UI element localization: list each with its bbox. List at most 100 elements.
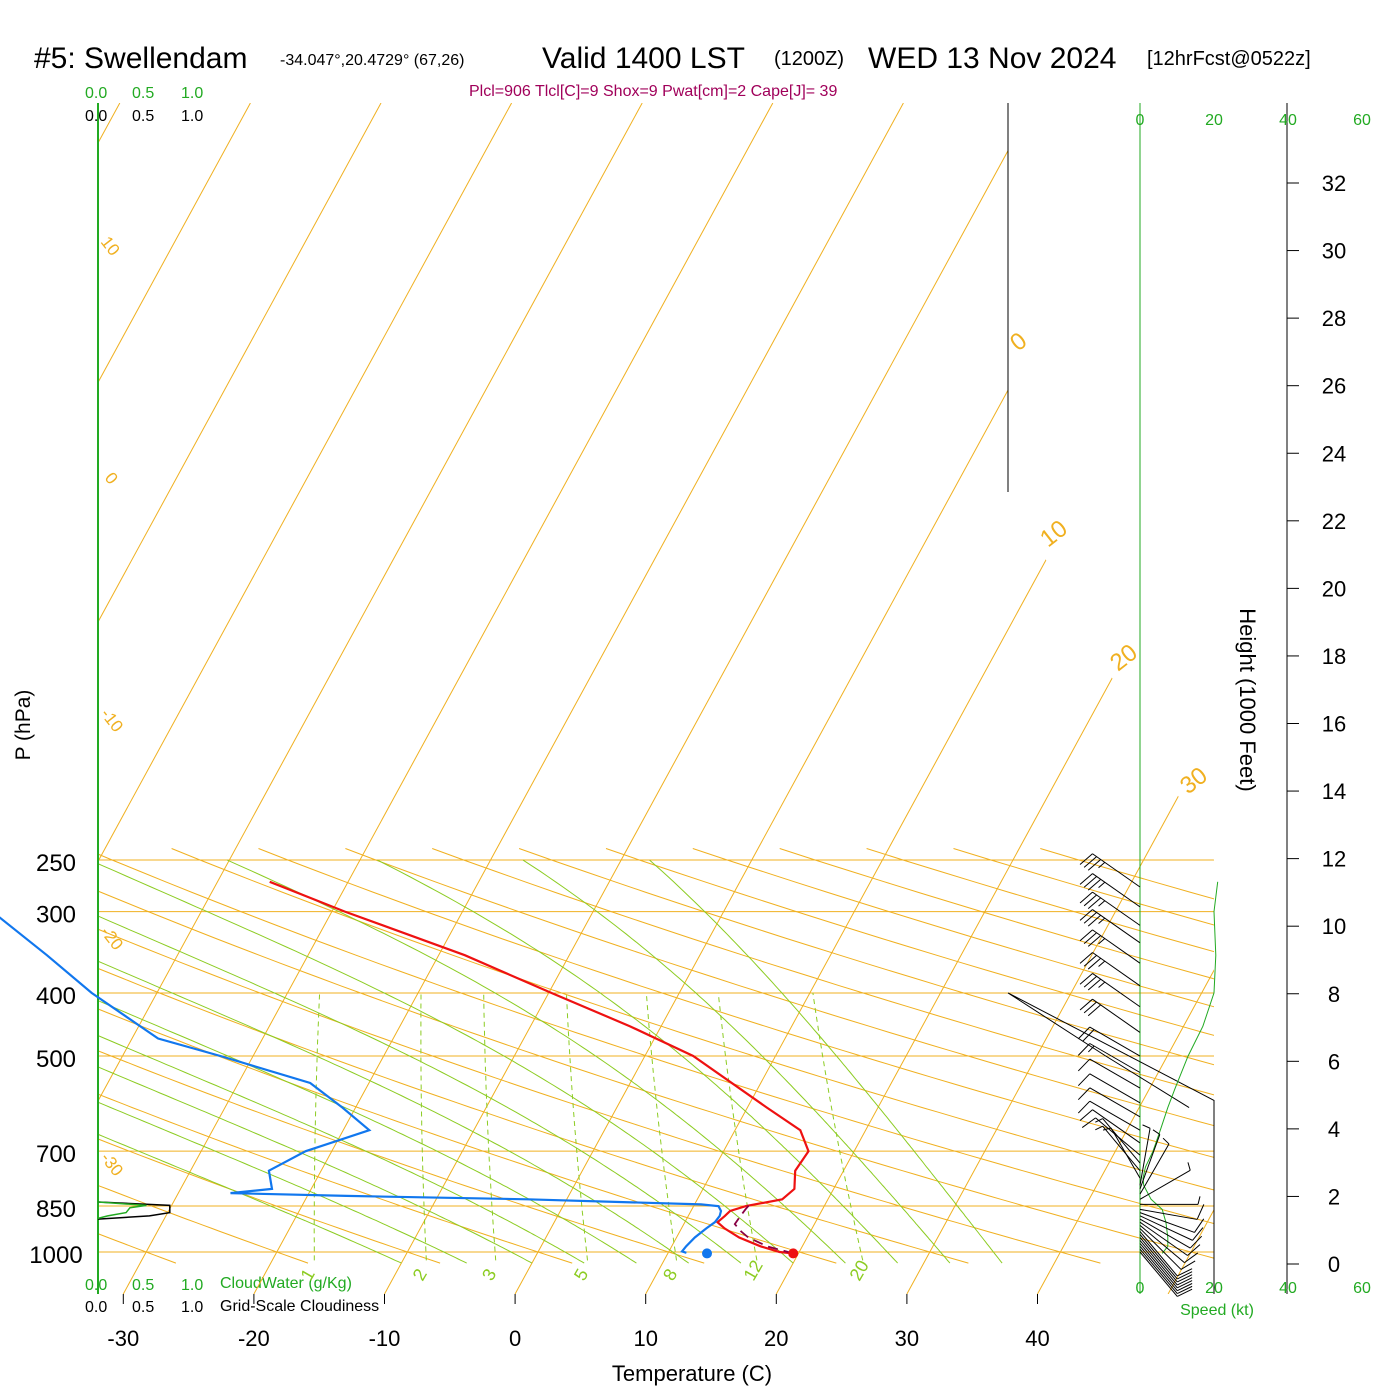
wind-barb-half-flag bbox=[1098, 881, 1106, 888]
wind-barb-flag bbox=[1083, 975, 1097, 988]
dry-adiabat-line bbox=[98, 848, 1214, 1264]
speed-tick-top: 0 bbox=[1136, 112, 1145, 129]
wind-barb-staff bbox=[1092, 973, 1141, 1008]
background-lines bbox=[98, 103, 1214, 1294]
moist-adiabat-line bbox=[226, 859, 846, 1264]
isotherm-label: 30 bbox=[1175, 762, 1213, 800]
wind-barb-flag bbox=[1079, 998, 1093, 1011]
speed-tick-bottom: 0 bbox=[1136, 1280, 1145, 1297]
moist-adiabat-line bbox=[649, 859, 1003, 1264]
parcel-path bbox=[733, 1204, 794, 1255]
wind-barb-staff bbox=[1092, 952, 1141, 987]
pressure-tick-label: 1000 bbox=[29, 1242, 82, 1269]
dry-adiabat-line bbox=[345, 848, 1214, 1264]
height-tick-label: 26 bbox=[1322, 374, 1346, 399]
x-axis-title: Temperature (C) bbox=[612, 1361, 772, 1386]
wind-barb bbox=[1139, 1240, 1193, 1286]
height-tick-label: 10 bbox=[1322, 914, 1346, 939]
wind-panel bbox=[1077, 853, 1219, 1297]
wind-barb-staff bbox=[1139, 1243, 1178, 1289]
header: #5: Swellendam bbox=[34, 42, 247, 76]
profiles bbox=[0, 880, 810, 1259]
wind-barb-half-flag bbox=[1187, 1162, 1191, 1171]
wind-barb-flag bbox=[1177, 1280, 1193, 1289]
height-tick-label: 20 bbox=[1322, 576, 1346, 601]
mixing-ratio-label: 3 bbox=[478, 1265, 500, 1284]
mixing-ratio-label: 5 bbox=[570, 1265, 592, 1284]
wind-barb-flag bbox=[1087, 878, 1102, 891]
wind-barb bbox=[1139, 1234, 1193, 1280]
wind-barb-half-flag bbox=[1098, 981, 1106, 988]
cloudwater-tick-top-1: 0.5 bbox=[132, 85, 155, 102]
wind-barb-flag bbox=[1077, 1073, 1091, 1087]
dry-adiabat-line bbox=[779, 848, 1214, 1264]
wind-barb-flag bbox=[1177, 1288, 1193, 1297]
wind-barb-staff bbox=[1139, 1208, 1198, 1220]
x-tick-label: 30 bbox=[895, 1326, 919, 1351]
mixing-ratio-label: 12 bbox=[740, 1257, 767, 1284]
moist-adiabat-line bbox=[98, 859, 402, 1264]
dry-adiabat-line bbox=[518, 848, 1214, 1264]
wind-barb-half-flag bbox=[1088, 1045, 1095, 1053]
isotherm-line bbox=[1167, 103, 1214, 1294]
speed-axis-title: Speed (kt) bbox=[1180, 1302, 1254, 1319]
wind-barb bbox=[1079, 909, 1141, 944]
wind-barb-flag bbox=[1079, 853, 1093, 865]
x-tick-label: 40 bbox=[1025, 1326, 1049, 1351]
height-tick-label: 4 bbox=[1328, 1117, 1340, 1142]
isotherm-label: 20 bbox=[1105, 639, 1143, 677]
wind-barb-flag bbox=[1087, 859, 1102, 871]
isotherm-line bbox=[253, 103, 904, 1294]
wind-barb-flag bbox=[1177, 1285, 1193, 1295]
wind-barb-half-flag bbox=[1197, 1196, 1201, 1205]
wind-barb-staff bbox=[1139, 1237, 1178, 1283]
dry-adiabat-line bbox=[98, 848, 705, 1264]
wind-barb-staff bbox=[1102, 1125, 1141, 1171]
mixing-ratio-line bbox=[717, 992, 758, 1261]
pressure-tick-label: 850 bbox=[36, 1196, 76, 1223]
dry-adiabat-line bbox=[605, 848, 1214, 1264]
wind-barb-staff bbox=[1089, 1058, 1141, 1089]
wind-barb bbox=[1077, 1058, 1141, 1089]
moist-adiabat-line bbox=[98, 859, 585, 1264]
wind-barb-staff bbox=[1092, 1109, 1141, 1144]
wind-barb-staff bbox=[1139, 1128, 1151, 1186]
wind-barb-flag bbox=[1177, 1277, 1193, 1286]
wind-barb-staff bbox=[1139, 1215, 1193, 1241]
wind-barb-staff bbox=[1139, 1143, 1170, 1195]
pressure-tick-label: 300 bbox=[36, 902, 76, 929]
mixing-ratio-line bbox=[565, 992, 588, 1261]
wind-barb-flag bbox=[1087, 935, 1102, 947]
wind-barb bbox=[1079, 1109, 1141, 1144]
cloudiness-label: Grid-Scale Cloudiness bbox=[220, 1298, 380, 1315]
wind-barb-flag bbox=[1077, 1087, 1091, 1101]
wind-barb-flag bbox=[1079, 929, 1093, 942]
wind-barb-half-flag bbox=[1098, 960, 1106, 967]
wind-barb-half-flag bbox=[1095, 1125, 1103, 1131]
wind-barb-half-flag bbox=[1098, 861, 1106, 869]
mixing-ratio-line bbox=[420, 992, 427, 1261]
wind-barb bbox=[1139, 1248, 1193, 1295]
cloudwater-label: CloudWater (g/Kg) bbox=[220, 1275, 352, 1292]
wind-barb-flag bbox=[1083, 1001, 1097, 1014]
cloudiness-tick-top-2: 1.0 bbox=[181, 108, 204, 125]
wind-barb bbox=[1077, 1100, 1141, 1131]
moist-adiabat-line bbox=[98, 859, 637, 1264]
isotherm-line bbox=[775, 103, 1214, 1294]
cloudiness-tick-bottom-0: 0.0 bbox=[85, 1299, 108, 1316]
pressure-tick-label: 700 bbox=[36, 1141, 76, 1168]
wind-barb bbox=[1139, 1124, 1151, 1186]
isotherm-line bbox=[1037, 103, 1214, 1294]
cloudwater-tick-bottom-1: 0.5 bbox=[132, 1277, 155, 1294]
wind-barb-staff bbox=[1139, 1248, 1178, 1294]
wind-speed-curve bbox=[1142, 881, 1219, 1254]
wind-barb-staff bbox=[1089, 1043, 1141, 1073]
cloudiness-tick-bottom-2: 1.0 bbox=[181, 1299, 204, 1316]
cloudwater-tick-bottom-2: 1.0 bbox=[181, 1277, 204, 1294]
mixing-ratio-label: 1 bbox=[297, 1265, 319, 1284]
wind-barb-staff bbox=[1139, 1134, 1161, 1190]
speed-tick-top: 60 bbox=[1353, 112, 1371, 129]
wind-barb bbox=[1095, 1118, 1141, 1164]
plot-frame bbox=[97, 103, 1288, 1294]
